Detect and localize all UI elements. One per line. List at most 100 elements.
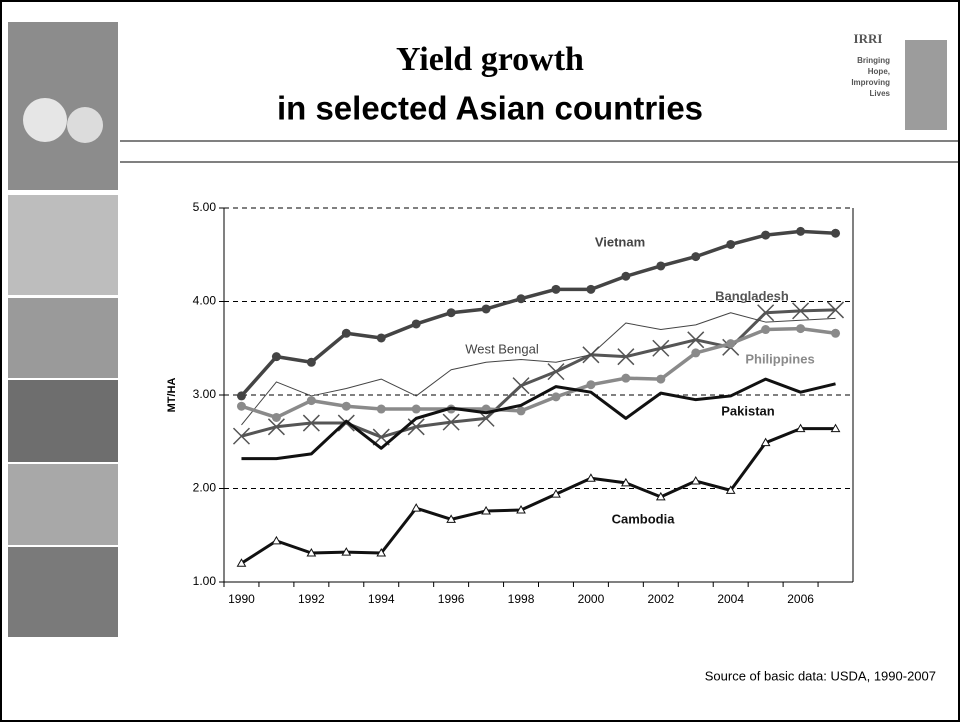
- series-label: Bangladesh: [715, 288, 789, 303]
- marker: [691, 348, 701, 358]
- marker: [831, 328, 841, 338]
- title: in selected Asian countries: [277, 90, 703, 127]
- marker: [652, 339, 670, 357]
- marker: [551, 284, 561, 294]
- series-line: [240, 427, 836, 565]
- marker: [760, 437, 771, 447]
- marker: [442, 413, 460, 431]
- marker: [376, 404, 386, 414]
- marker: [516, 504, 526, 514]
- marker: [271, 535, 282, 545]
- marker: [236, 401, 246, 411]
- marker: [236, 391, 246, 401]
- marker: [757, 304, 775, 322]
- logo-tagline: Lives: [870, 89, 891, 98]
- marker: [796, 324, 806, 334]
- marker: [232, 427, 251, 445]
- marker: [341, 401, 351, 411]
- marker: [376, 333, 386, 343]
- marker: [831, 228, 841, 238]
- marker: [656, 374, 666, 384]
- y-tick-label: 1.00: [193, 574, 217, 588]
- marker: [655, 491, 666, 501]
- series-label: Cambodia: [612, 511, 676, 526]
- marker: [690, 476, 701, 485]
- photo-strip: [8, 22, 118, 637]
- marker: [547, 363, 565, 381]
- y-tick-label: 2.00: [193, 481, 217, 495]
- series-label: West Bengal: [465, 341, 539, 356]
- logo-tagline: Improving: [851, 78, 890, 87]
- series-line: [241, 377, 836, 461]
- chart: 1.00 2.00 3.00 4.00 5.00 1990 1992 1994 1996 1998…: [193, 200, 854, 606]
- logo-name: IRRI: [854, 31, 883, 46]
- y-tick-label: 4.00: [193, 294, 217, 308]
- series-label: Philippines: [745, 351, 814, 366]
- logo-tagline: Bringing: [857, 56, 890, 65]
- marker: [306, 548, 317, 557]
- photo-detail: [23, 98, 67, 142]
- marker: [621, 373, 631, 383]
- marker: [481, 505, 491, 515]
- marker: [826, 301, 845, 319]
- photo: [8, 195, 118, 295]
- photo: [8, 22, 118, 190]
- x-tick-label: 2006: [787, 592, 814, 606]
- marker: [267, 418, 285, 436]
- logo-photo: [905, 40, 947, 130]
- marker: [691, 252, 701, 262]
- y-tick-label: 5.00: [193, 200, 217, 214]
- marker: [341, 547, 352, 556]
- marker: [411, 503, 422, 512]
- series-line: [240, 326, 836, 420]
- y-axis-title: MT/HA: [166, 378, 178, 413]
- y-tick-label: 3.00: [193, 387, 217, 401]
- marker: [302, 414, 320, 432]
- x-tick-label: 1994: [368, 592, 395, 606]
- marker: [446, 308, 456, 318]
- marker: [617, 348, 635, 366]
- marker: [792, 302, 810, 320]
- x-tick-label: 2000: [578, 592, 605, 606]
- marker: [795, 423, 806, 433]
- series-line: [241, 312, 836, 426]
- marker: [656, 261, 666, 271]
- marker: [551, 489, 561, 498]
- marker: [761, 325, 771, 335]
- marker: [761, 230, 771, 240]
- marker: [516, 406, 526, 416]
- marker: [687, 331, 705, 349]
- marker: [586, 380, 596, 390]
- source-note: Source of basic data: USDA, 1990-2007: [705, 668, 936, 683]
- marker: [446, 514, 457, 523]
- x-tick-label: 1992: [298, 592, 325, 606]
- x-tick-label: 2002: [647, 592, 674, 606]
- marker: [726, 339, 736, 349]
- marker: [621, 271, 631, 281]
- title: Yield growth: [396, 41, 584, 78]
- marker: [306, 357, 316, 367]
- marker: [512, 377, 530, 395]
- marker: [516, 294, 526, 304]
- marker: [376, 548, 387, 557]
- marker: [830, 423, 841, 433]
- marker: [726, 239, 736, 249]
- photo: [8, 380, 118, 462]
- marker: [796, 226, 806, 236]
- x-tick-label: 1996: [438, 592, 465, 606]
- marker: [236, 558, 247, 567]
- marker: [481, 304, 491, 314]
- logo: IRRI Bringing Hope, Improving Lives: [851, 31, 947, 130]
- marker: [411, 319, 421, 329]
- x-tick-label: 1998: [508, 592, 535, 606]
- x-tick-label: 1990: [228, 592, 255, 606]
- marker: [341, 328, 351, 338]
- series-label: Pakistan: [721, 403, 775, 418]
- photo: [8, 547, 118, 637]
- marker: [725, 485, 736, 494]
- marker: [586, 473, 596, 482]
- marker: [620, 477, 631, 487]
- series-label: Vietnam: [595, 234, 645, 249]
- marker: [271, 412, 281, 422]
